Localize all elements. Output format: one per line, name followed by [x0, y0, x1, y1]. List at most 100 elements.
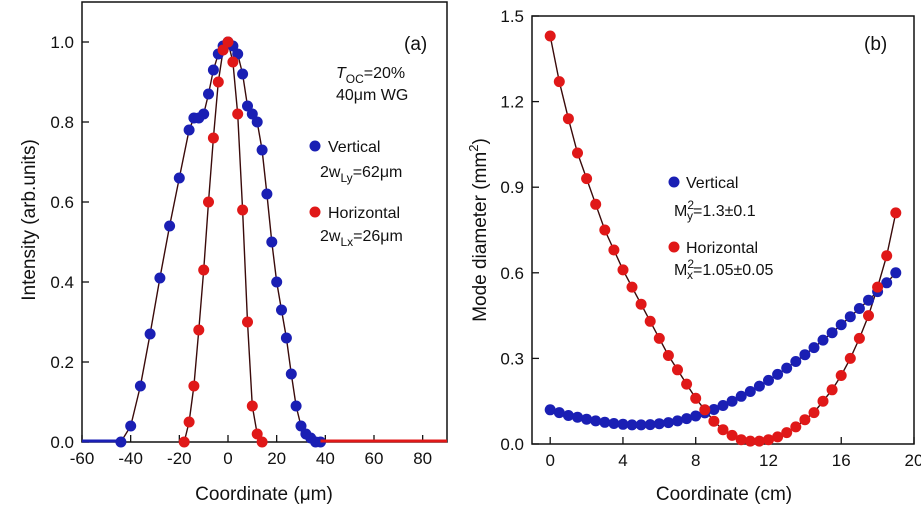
data-point-horizontal [781, 427, 793, 439]
data-point-vertical [644, 419, 656, 431]
data-point-horizontal [835, 370, 847, 381]
data-point-vertical [198, 108, 210, 120]
data-point-vertical [662, 417, 674, 429]
data-point-horizontal [699, 404, 711, 416]
legend-vertical-marker-a [309, 140, 321, 152]
panel-a-ylabel: Intensity (arb.units) [19, 139, 40, 301]
data-point-horizontal [763, 434, 774, 446]
data-point-vertical [207, 64, 219, 76]
data-point-vertical [544, 404, 556, 416]
legend-horizontal-a: Horizontal [328, 205, 400, 222]
data-point-vertical [599, 416, 611, 428]
ylabel-b-main: Mode diameter (mm [470, 152, 491, 322]
data-point-vertical [134, 380, 146, 392]
y-tick-label: 0.8 [50, 113, 74, 132]
legend-horizontal-width: 2wLx=26μm [320, 228, 403, 249]
data-point-vertical [280, 332, 292, 344]
data-point-vertical [173, 172, 185, 184]
data-point-vertical [290, 400, 302, 412]
data-point-vertical [817, 334, 829, 346]
w-ly-sub: Ly [340, 171, 352, 185]
legend-horizontal-marker-a [309, 206, 321, 218]
data-point-horizontal [198, 264, 210, 276]
data-point-horizontal [183, 416, 195, 428]
data-point-horizontal [863, 310, 874, 322]
toc-T: T [336, 65, 347, 82]
panel-b-points [544, 30, 902, 447]
data-point-vertical [890, 267, 902, 279]
data-point-horizontal [222, 36, 234, 48]
data-point-vertical [203, 88, 214, 100]
panel-b-ticks: 0 4 8 12 16 20 0.0 0.3 0.6 0.9 1.2 1.5 [500, 7, 921, 470]
panel-b: 0 4 8 12 16 20 0.0 0.3 0.6 0.9 1.2 1.5 (b) Vertical… [466, 7, 921, 505]
data-point-vertical [183, 124, 195, 136]
data-point-vertical [844, 311, 856, 323]
data-point-vertical [154, 272, 166, 284]
m2y-main: M [674, 203, 687, 220]
y-tick-label: 0.9 [500, 178, 524, 197]
data-point-vertical [772, 368, 784, 380]
data-point-horizontal [690, 392, 702, 404]
data-point-horizontal [790, 421, 802, 433]
m2x-main: M [674, 262, 687, 279]
w-lx-rest: =26μm [353, 228, 403, 245]
data-point-horizontal [608, 244, 620, 256]
data-point-horizontal [256, 436, 268, 448]
data-point-horizontal [599, 224, 611, 236]
m2y-rest: =1.3±0.1 [693, 203, 756, 220]
w-ly-main: 2w [320, 164, 341, 181]
data-point-horizontal [590, 198, 602, 210]
data-point-vertical [164, 220, 176, 232]
w-ly-rest: =62μm [353, 164, 403, 181]
data-point-vertical [237, 68, 249, 80]
data-point-vertical [590, 415, 602, 427]
x-tick-label: 4 [618, 451, 627, 470]
data-point-vertical [626, 419, 638, 431]
data-point-horizontal [844, 352, 856, 364]
data-point-vertical [799, 349, 811, 361]
data-point-horizontal [617, 264, 629, 276]
data-point-horizontal [808, 407, 820, 419]
data-point-horizontal [626, 281, 638, 293]
panel-b-xlabel: Coordinate (cm) [656, 484, 792, 505]
data-point-vertical [246, 108, 258, 120]
data-point-vertical [653, 418, 665, 430]
data-point-horizontal [193, 324, 205, 336]
x-tick-label: 80 [413, 449, 432, 468]
panel-b-frame [531, 15, 915, 445]
w-lx-sub: Lx [340, 235, 353, 249]
toc-annotation: TOC=20% [336, 65, 405, 86]
data-point-vertical [276, 304, 287, 316]
y-tick-label: 0.2 [50, 353, 74, 372]
data-point-vertical [726, 395, 738, 407]
data-point-vertical [863, 294, 874, 306]
y-tick-label: 0.6 [500, 264, 524, 283]
data-point-horizontal [237, 204, 249, 216]
panel-a-label: (a) [404, 34, 427, 55]
data-point-horizontal [735, 434, 747, 446]
data-point-vertical [635, 419, 647, 431]
data-point-horizontal [562, 113, 574, 125]
data-point-vertical [232, 48, 244, 60]
m2x-label: M2 x=1.05±0.05 [674, 257, 774, 282]
legend-vertical-a: Vertical [328, 139, 380, 156]
data-point-horizontal [635, 298, 647, 310]
toc-sub: OC [346, 72, 364, 86]
legend-horizontal-b: Horizontal [686, 240, 758, 257]
data-point-horizontal [890, 207, 902, 219]
data-point-horizontal [744, 435, 756, 447]
data-point-horizontal [681, 378, 693, 390]
legend-vertical-marker-b [668, 176, 680, 188]
y-tick-label: 0.6 [50, 193, 74, 212]
m2x-rest: =1.05±0.05 [693, 262, 774, 279]
ylabel-b-end: ) [470, 138, 491, 144]
data-point-vertical [735, 390, 747, 402]
data-point-vertical [881, 277, 893, 289]
x-tick-label: 40 [316, 449, 335, 468]
y-tick-label: 1.5 [500, 7, 524, 26]
legend-vertical-b: Vertical [686, 175, 738, 192]
data-point-vertical [295, 420, 307, 432]
x-tick-label: 0 [545, 451, 554, 470]
data-point-horizontal [826, 384, 838, 396]
